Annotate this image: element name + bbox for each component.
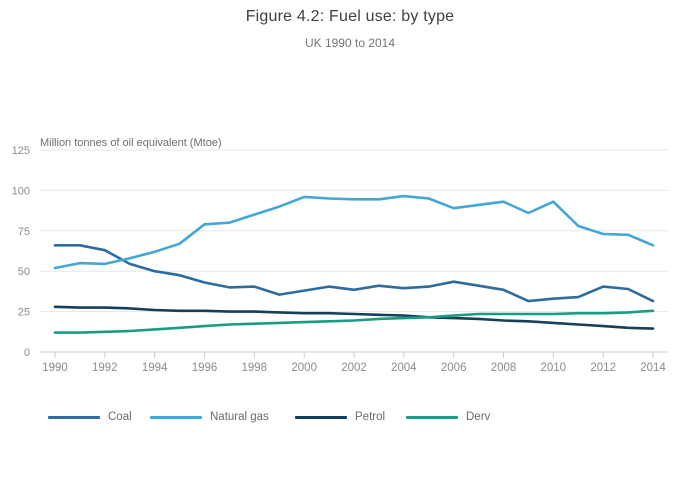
petrol-line-swatch — [295, 415, 347, 419]
x-tick-label: 1994 — [142, 362, 168, 374]
plot-lines — [53, 194, 655, 334]
y-tick-label: 125 — [12, 145, 30, 157]
x-tick-label: 2006 — [441, 362, 467, 374]
x-tick-label: 2008 — [491, 362, 517, 374]
y-tick-label: 100 — [12, 185, 30, 197]
chart-legend: Coal Natural gas Petrol Derv — [0, 410, 700, 426]
y-axis-title: Million tonnes of oil equivalent (Mtoe) — [40, 137, 222, 149]
chart-title: Figure 4.2: Fuel use: by type — [245, 8, 455, 25]
x-tick-label: 2012 — [590, 362, 616, 374]
natural-gas-line-swatch — [150, 415, 202, 419]
coal-line — [53, 244, 655, 303]
derv-line-swatch — [406, 415, 458, 419]
x-tick-label: 1996 — [192, 362, 218, 374]
chart-subtitle: UK 1990 to 2014 — [304, 36, 396, 50]
y-axis-labels: 0 25 50 75 100 125 — [12, 145, 30, 359]
y-tick-label: 25 — [18, 307, 30, 319]
x-tick-label: 1992 — [92, 362, 118, 374]
petrol-line — [53, 305, 655, 330]
y-tick-label: 0 — [24, 347, 30, 359]
x-tick-label: 1990 — [42, 362, 68, 374]
legend-label-derv: Derv — [466, 411, 491, 423]
natural-gas-line — [53, 194, 655, 270]
legend-label-petrol: Petrol — [355, 411, 386, 423]
x-tick-label: 1998 — [242, 362, 268, 374]
x-tick-label: 2004 — [391, 362, 417, 374]
x-tick-label: 2014 — [640, 362, 666, 374]
y-tick-label: 50 — [18, 266, 30, 278]
legend-label-natural-gas: Natural gas — [210, 411, 269, 423]
x-tick-label: 2000 — [291, 362, 317, 374]
y-tick-label: 75 — [18, 226, 30, 238]
coal-line-swatch — [48, 415, 100, 419]
legend-item-coal: Coal — [48, 410, 132, 424]
legend-item-petrol: Petrol — [295, 410, 385, 424]
x-tick-label: 2002 — [341, 362, 367, 374]
x-axis: 1990 1992 1994 1996 1998 2000 2002 2004 2006 2008… — [40, 351, 668, 374]
grid-lines — [40, 149, 668, 313]
legend-item-derv: Derv — [406, 410, 490, 424]
x-tick-label: 2010 — [541, 362, 567, 374]
derv-line — [53, 309, 655, 334]
legend-item-natural-gas: Natural gas — [150, 410, 269, 424]
legend-label-coal: Coal — [108, 411, 132, 423]
